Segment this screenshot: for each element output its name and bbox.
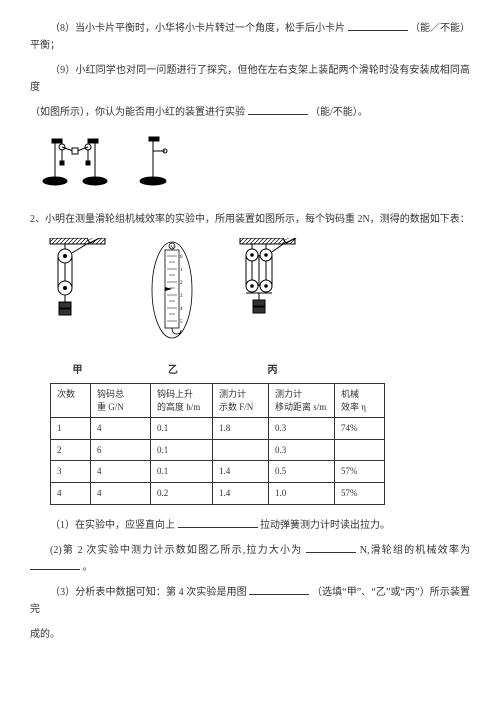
th-a: 钩码总重 G/N [91, 384, 151, 418]
data-table: 次数 钩码总重 G/N 钩码上升的高度 h/m 测力计示数 F/N 测力计移动距… [50, 383, 385, 505]
q2-2-blank-1[interactable] [306, 543, 356, 553]
question-2-2: (2)第 2 次实验中测力计示数如图乙所示,拉力大小为 N,滑轮组的机械效率为 … [30, 542, 470, 576]
table-row: 140.11.80.374% [51, 418, 385, 440]
figure-pulley-systems: N 0 1 2 3 4 5 [40, 238, 470, 354]
q2-1-prefix: （1）在实验中，应竖直向上 [50, 520, 175, 531]
q9-l1: （9）小红同学也对同一问题进行了探究，但他在左右支架上装配两个滑轮时没有安装成相… [30, 65, 470, 93]
th-b: 钩码上升的高度 h/m [151, 384, 213, 418]
label-bing: 丙 [245, 362, 300, 379]
q8-prefix: （8）当小卡片平衡时，小华将小卡片转过一个角度，松手后小卡片 [50, 23, 345, 34]
label-yi: 乙 [146, 362, 201, 379]
question-2-3-line2: 成的。 [30, 626, 470, 643]
question-2-1: （1）在实验中，应竖直向上 拉动弹簧测力计时读出拉力。 [30, 517, 470, 534]
q9-l2-prefix: （如图所示），你认为能否用小红的装置进行实验 [30, 107, 245, 118]
table-header-row: 次数 钩码总重 G/N 钩码上升的高度 h/m 测力计示数 F/N 测力计移动距… [51, 384, 385, 418]
question-9-line1: （9）小红同学也对同一问题进行了探究，但他在左右支架上装配两个滑轮时没有安装成相… [30, 62, 470, 96]
q2-1-suffix: 拉动弹簧测力计时读出拉力。 [260, 520, 390, 531]
p2-intro-text: 2、小明在测量滑轮组机械效率的实验中，所用装置如图所示，每个钩码重 2N，测得的… [30, 214, 470, 225]
table-row: 440.21.41.057% [51, 482, 385, 504]
th-n: 次数 [51, 384, 91, 418]
th-d: 测力计移动距离 s/m [269, 384, 335, 418]
svg-text:N: N [170, 246, 174, 251]
q2-2-prefix: (2)第 2 次实验中测力计示数如图乙所示,拉力大小为 [50, 545, 302, 556]
q9-l2-suffix: （能/不能）。 [310, 107, 368, 118]
table-row: 260.10.3 [51, 439, 385, 461]
question-9-line2: （如图所示），你认为能否用小红的装置进行实验 （能/不能）。 [30, 104, 470, 121]
question-2-3: （3）分析表中数据可知：第 4 次实验是用图 （选填“甲”、“乙”或“丙”）所示… [30, 584, 470, 618]
th-e: 机械效率 η [335, 384, 385, 418]
q2-1-blank[interactable] [178, 518, 258, 528]
figure-labels: 甲 乙 丙 [40, 362, 470, 379]
q2-3-blank[interactable] [249, 585, 309, 595]
table-row: 340.11.40.557% [51, 461, 385, 483]
figure-stands [40, 131, 470, 197]
q2-2-mid: N,滑轮组的机械效率为 [360, 545, 470, 556]
q2-3-prefix: （3）分析表中数据可知：第 4 次实验是用图 [50, 587, 247, 598]
label-jia: 甲 [50, 362, 105, 379]
q2-3-suffix: 成的。 [30, 629, 60, 640]
question-8: （8）当小卡片平衡时，小华将小卡片转过一个角度，松手后小卡片 （能／不能）平衡； [30, 20, 470, 54]
q9-blank[interactable] [248, 105, 308, 115]
problem-2-intro: 2、小明在测量滑轮组机械效率的实验中，所用装置如图所示，每个钩码重 2N，测得的… [30, 211, 470, 228]
q2-2-blank-2[interactable] [30, 560, 80, 570]
th-c: 测力计示数 F/N [213, 384, 269, 418]
q2-2-suffix: 。 [83, 562, 93, 573]
q8-blank[interactable] [348, 21, 408, 31]
